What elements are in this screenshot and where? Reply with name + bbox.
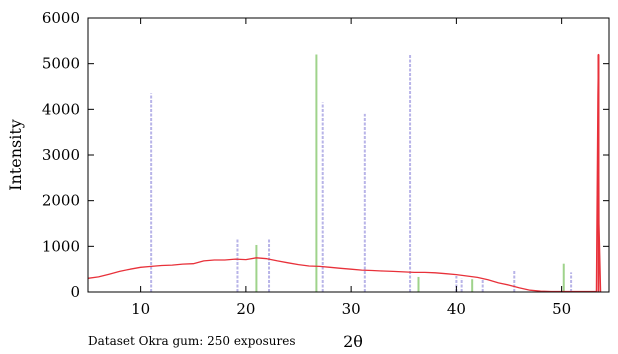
y-tick-label: 1000	[42, 237, 80, 255]
series-group	[87, 53, 602, 293]
x-tick-label: 30	[342, 300, 361, 318]
series-line	[87, 53, 602, 293]
x-tick-label: 10	[131, 300, 150, 318]
x-tick-label: 20	[236, 300, 255, 318]
y-tick-label: 3000	[42, 146, 80, 164]
dataset-footnote: Dataset Okra gum: 250 exposures	[88, 334, 296, 348]
y-tick-label: 4000	[42, 100, 80, 118]
plot-frame	[87, 17, 610, 293]
y-axis-title: Intensity	[6, 119, 25, 191]
x-axis-title: 2θ	[343, 332, 363, 351]
y-tick-label: 2000	[42, 192, 80, 210]
y-tick-label: 6000	[42, 9, 80, 27]
reference-lines	[150, 54, 600, 292]
y-tick-label: 0	[70, 283, 80, 301]
x-tick-label: 40	[447, 300, 466, 318]
x-tick-label: 50	[552, 300, 571, 318]
y-tick-label: 5000	[42, 55, 80, 73]
axis-ticks: 10 20 30 40 50 0 1000 2000 3000 4000 5000 6000	[42, 9, 609, 318]
